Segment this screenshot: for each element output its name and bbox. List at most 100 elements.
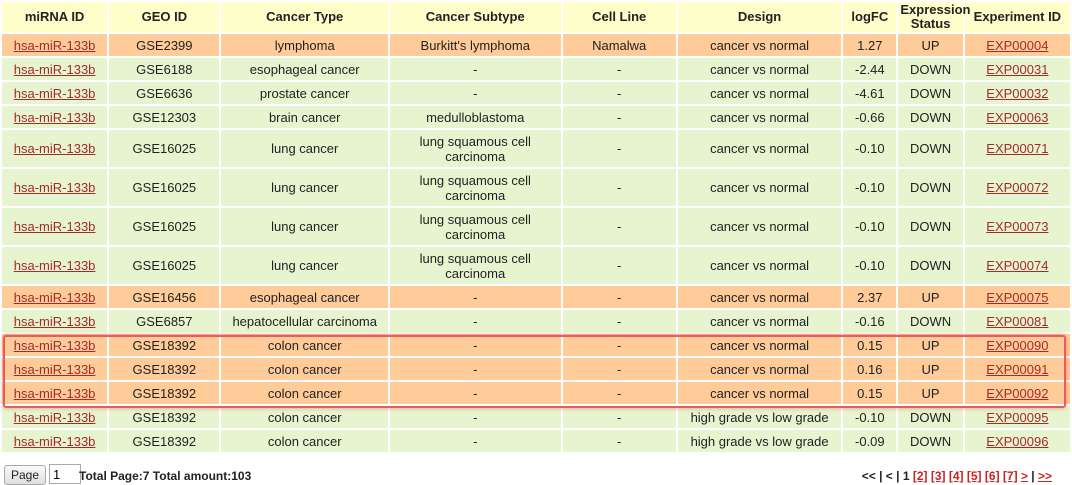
experiment-id-link[interactable]: EXP00063 xyxy=(986,109,1049,125)
design-cell: cancer vs normal xyxy=(677,247,842,284)
experiment-id-link[interactable]: EXP00092 xyxy=(986,385,1049,401)
mirna-id-link[interactable]: hsa-miR-133b xyxy=(13,258,96,273)
logfc-cell: 2.37 xyxy=(843,286,897,308)
mirna-id-cell: hsa-miR-133b xyxy=(2,334,108,356)
experiment-id-link[interactable]: EXP00031 xyxy=(986,61,1049,77)
mirna-id-link[interactable]: hsa-miR-133b xyxy=(13,141,96,156)
mirna-id-link[interactable]: hsa-miR-133b xyxy=(13,61,96,77)
pager-page-link[interactable]: [2] xyxy=(912,469,928,483)
geo-id-cell: GSE18392 xyxy=(109,406,220,428)
mirna-id-link[interactable]: hsa-miR-133b xyxy=(13,433,96,449)
mirna-id-cell: hsa-miR-133b xyxy=(2,310,108,332)
cell-line-cell: Namalwa xyxy=(562,34,676,56)
experiment-id-cell: EXP00095 xyxy=(964,406,1070,428)
logfc-cell: -0.10 xyxy=(843,169,897,206)
expression-status-cell: DOWN xyxy=(898,106,963,128)
mirna-id-link[interactable]: hsa-miR-133b xyxy=(13,385,96,401)
cancer-type-cell: colon cancer xyxy=(221,358,388,380)
cancer-subtype-cell: lung squamous cell carcinoma xyxy=(389,169,561,206)
header-logfc: logFC xyxy=(843,2,897,32)
pager-page-link[interactable]: [3] xyxy=(930,469,946,483)
mirna-id-link[interactable]: hsa-miR-133b xyxy=(13,361,96,377)
logfc-cell: -0.10 xyxy=(843,208,897,245)
experiment-id-link[interactable]: EXP00072 xyxy=(986,180,1049,195)
expression-status-cell: DOWN xyxy=(898,406,963,428)
cell-line-cell: - xyxy=(562,286,676,308)
design-cell: cancer vs normal xyxy=(677,106,842,128)
experiment-id-cell: EXP00081 xyxy=(964,310,1070,332)
cell-line-cell: - xyxy=(562,334,676,356)
cancer-type-cell: lung cancer xyxy=(221,130,388,167)
experiment-id-link[interactable]: EXP00081 xyxy=(986,313,1049,329)
design-cell: cancer vs normal xyxy=(677,208,842,245)
pager-page-link[interactable]: [4] xyxy=(948,469,964,483)
geo-id-cell: GSE16025 xyxy=(109,169,220,206)
mirna-id-cell: hsa-miR-133b xyxy=(2,247,108,284)
logfc-cell: 1.27 xyxy=(843,34,897,56)
design-cell: cancer vs normal xyxy=(677,286,842,308)
experiment-id-link[interactable]: EXP00090 xyxy=(986,337,1049,353)
mirna-id-cell: hsa-miR-133b xyxy=(2,382,108,404)
expression-status-cell: UP xyxy=(898,34,963,56)
table-row: hsa-miR-133b GSE6857 hepatocellular carcin… xyxy=(2,310,1070,332)
experiment-id-link[interactable]: EXP00096 xyxy=(986,433,1049,449)
experiment-id-link[interactable]: EXP00074 xyxy=(986,258,1049,273)
mirna-id-link[interactable]: hsa-miR-133b xyxy=(13,180,96,195)
cell-line-cell: - xyxy=(562,130,676,167)
table-row: hsa-miR-133b GSE16025 lung cancer lung squa… xyxy=(2,247,1070,284)
mirna-id-link[interactable]: hsa-miR-133b xyxy=(13,409,96,425)
mirna-id-link[interactable]: hsa-miR-133b xyxy=(13,219,96,234)
mirna-id-link[interactable]: hsa-miR-133b xyxy=(13,85,96,101)
experiment-id-link[interactable]: EXP00004 xyxy=(986,37,1049,53)
experiment-id-cell: EXP00063 xyxy=(964,106,1070,128)
logfc-cell: -0.10 xyxy=(843,247,897,284)
expression-status-cell: DOWN xyxy=(898,430,963,452)
cancer-subtype-cell: - xyxy=(389,358,561,380)
mirna-id-link[interactable]: hsa-miR-133b xyxy=(13,37,96,53)
cell-line-cell: - xyxy=(562,169,676,206)
header-design: Design xyxy=(677,2,842,32)
cancer-subtype-cell: - xyxy=(389,58,561,80)
header-mirna-id: miRNA ID xyxy=(2,2,108,32)
mirna-id-cell: hsa-miR-133b xyxy=(2,106,108,128)
mirna-id-link[interactable]: hsa-miR-133b xyxy=(13,337,96,353)
cell-line-cell: - xyxy=(562,106,676,128)
mirna-id-cell: hsa-miR-133b xyxy=(2,82,108,104)
pager-page-link[interactable]: [6] xyxy=(984,469,1000,483)
experiment-id-link[interactable]: EXP00095 xyxy=(986,409,1049,425)
results-table: miRNA ID GEO ID Cancer Type Cancer Subty… xyxy=(2,2,1070,452)
experiment-id-cell: EXP00032 xyxy=(964,82,1070,104)
logfc-cell: -0.16 xyxy=(843,310,897,332)
experiment-id-cell: EXP00092 xyxy=(964,382,1070,404)
pager-next-link[interactable]: > xyxy=(1020,469,1028,483)
experiment-id-link[interactable]: EXP00073 xyxy=(986,219,1049,234)
experiment-id-cell: EXP00073 xyxy=(964,208,1070,245)
page-go-button[interactable]: Page xyxy=(4,465,46,485)
page-number-input[interactable] xyxy=(49,464,81,484)
header-cancer-type: Cancer Type xyxy=(221,2,388,32)
table-row: hsa-miR-133b GSE2399 lymphoma Burkitt's lym… xyxy=(2,34,1070,56)
cell-line-cell: - xyxy=(562,208,676,245)
header-experiment-id: Experiment ID xyxy=(964,2,1070,32)
design-cell: cancer vs normal xyxy=(677,382,842,404)
header-geo-id: GEO ID xyxy=(109,2,220,32)
pager-page-link[interactable]: [5] xyxy=(966,469,982,483)
pager-page-link[interactable]: [7] xyxy=(1002,469,1018,483)
mirna-id-link[interactable]: hsa-miR-133b xyxy=(13,313,96,329)
mirna-id-link[interactable]: hsa-miR-133b xyxy=(13,289,96,305)
pager-last-link[interactable]: >> xyxy=(1037,469,1052,483)
experiment-id-link[interactable]: EXP00091 xyxy=(986,361,1049,377)
mirna-id-cell: hsa-miR-133b xyxy=(2,208,108,245)
experiment-id-link[interactable]: EXP00071 xyxy=(986,141,1049,156)
experiment-id-link[interactable]: EXP00032 xyxy=(986,85,1049,101)
design-cell: high grade vs low grade xyxy=(677,430,842,452)
experiment-id-link[interactable]: EXP00075 xyxy=(986,289,1049,305)
geo-id-cell: GSE18392 xyxy=(109,334,220,356)
design-cell: high grade vs low grade xyxy=(677,406,842,428)
mirna-id-link[interactable]: hsa-miR-133b xyxy=(13,109,96,125)
logfc-cell: 0.15 xyxy=(843,334,897,356)
mirna-id-cell: hsa-miR-133b xyxy=(2,130,108,167)
cancer-subtype-cell: - xyxy=(389,82,561,104)
cancer-type-cell: colon cancer xyxy=(221,406,388,428)
expression-status-cell: DOWN xyxy=(898,82,963,104)
